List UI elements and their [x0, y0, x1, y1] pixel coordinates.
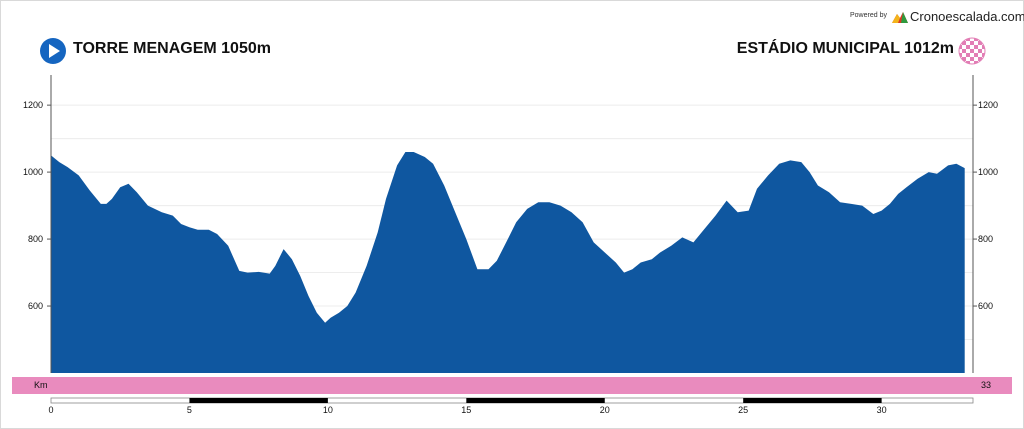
y-tick-label: 1200: [978, 100, 998, 110]
brand-link[interactable]: Cronoescalada.com: [892, 9, 1024, 24]
finish-point-name: ESTÁDIO MUNICIPAL 1012m: [736, 40, 954, 57]
km-band: [12, 377, 1012, 394]
y-tick-label: 600: [978, 301, 993, 311]
x-tick-label: 20: [600, 405, 610, 415]
x-tick-label: 15: [461, 405, 471, 415]
x-tick-label: 10: [323, 405, 333, 415]
km-scale-segment: [189, 398, 328, 403]
powered-by-label: Powered by: [850, 12, 887, 19]
x-tick-label: 5: [187, 405, 192, 415]
start-point-name: TORRE MENAGEM 1050m: [73, 40, 271, 57]
y-tick-label: 1000: [978, 167, 998, 177]
km-total-label: 33: [981, 380, 992, 390]
y-tick-label: 1000: [23, 167, 43, 177]
y-tick-label: 600: [28, 301, 43, 311]
checkered-flag-icon: [958, 37, 986, 65]
chart-axes: 600 600 800 800 1000 1000 1200 1200: [23, 75, 998, 373]
elevation-area: [51, 152, 965, 373]
y-tick-label: 1200: [23, 100, 43, 110]
y-tick-label: 800: [978, 234, 993, 244]
km-scale-segment: [466, 398, 605, 403]
play-arrow-icon: [40, 38, 66, 64]
km-unit-label: Km: [34, 380, 48, 390]
y-tick-label: 800: [28, 234, 43, 244]
x-tick-label: 30: [877, 405, 887, 415]
x-tick-label: 0: [48, 405, 53, 415]
brand-name: Cronoescalada.com: [910, 9, 1024, 24]
x-tick-label: 25: [738, 405, 748, 415]
mountain-logo-icon: [892, 11, 908, 23]
km-axis: 0 5 10 15 20 25 30: [48, 397, 974, 415]
km-scale-segment: [743, 398, 882, 403]
